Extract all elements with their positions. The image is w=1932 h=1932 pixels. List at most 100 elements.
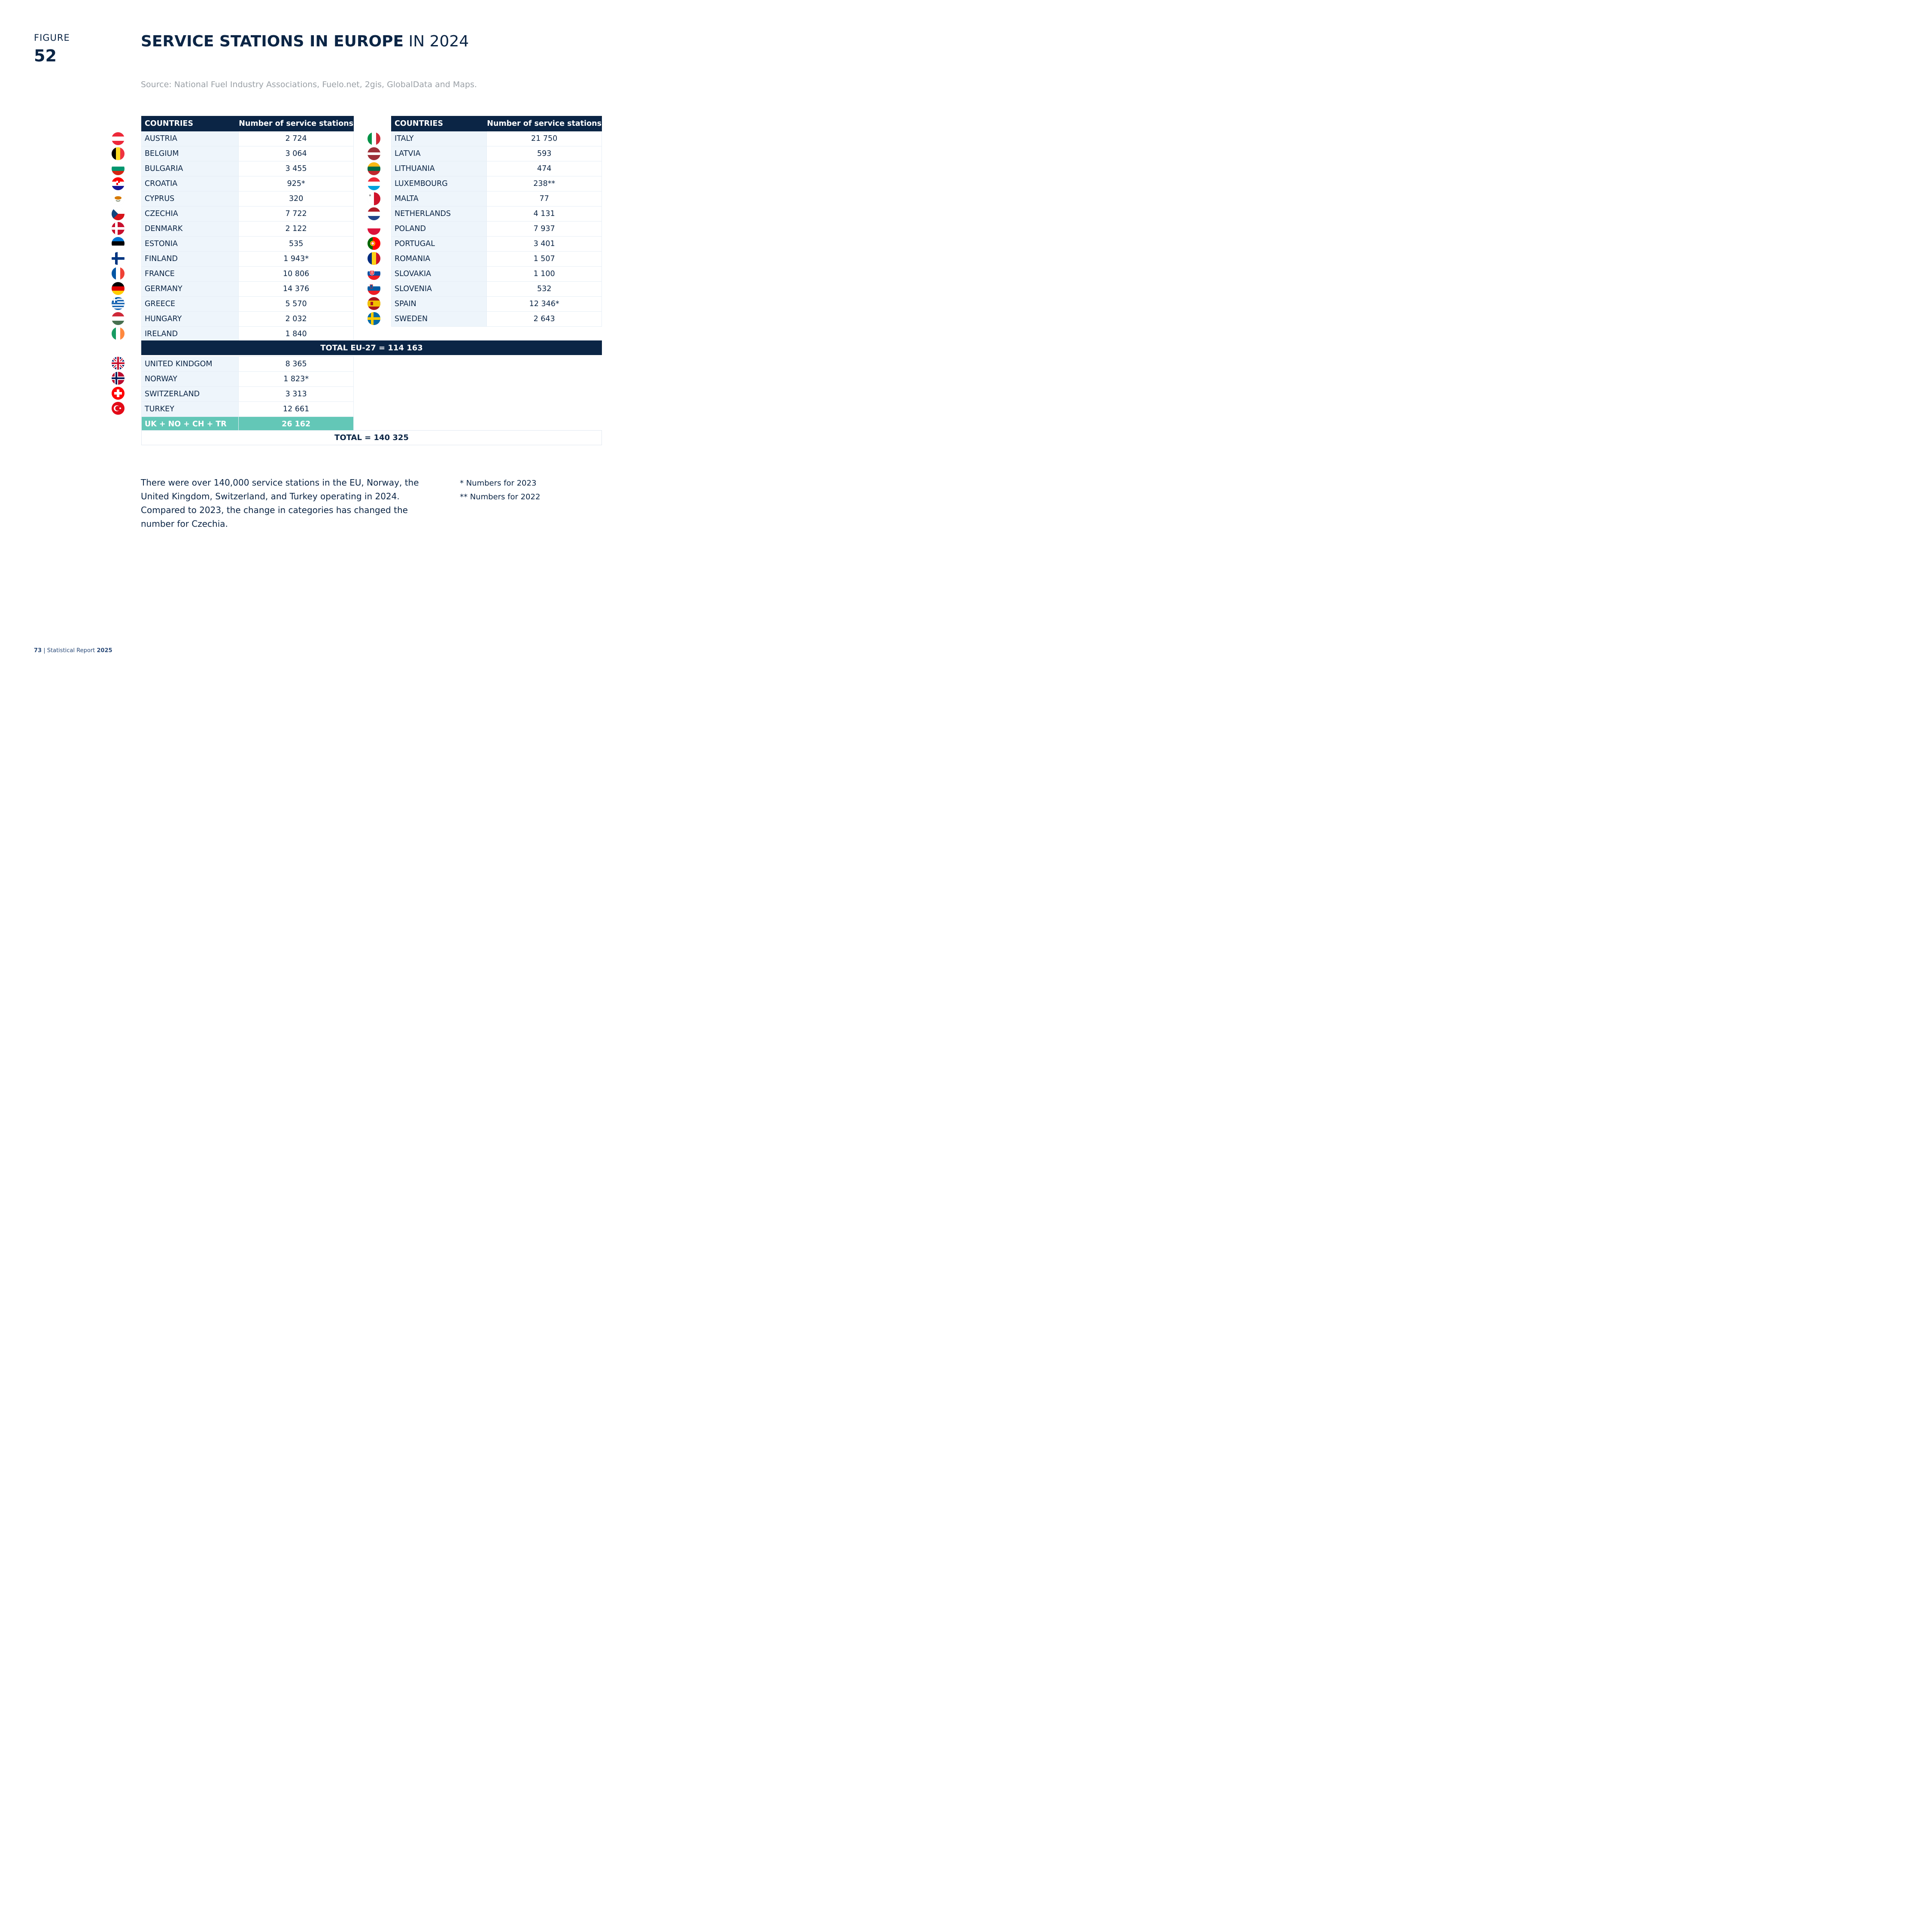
station-count: 2 643 [486,311,602,327]
bulgaria-flag-icon [112,162,125,175]
figure-number: 52 [34,46,57,65]
table-row: SWITZERLAND 3 313 [141,386,354,402]
country-name: SPAIN [391,296,487,312]
country-name: FINLAND [141,251,239,267]
source-note: Source: National Fuel Industry Associati… [141,80,477,89]
left-header-stations: Number of service stations [238,116,354,131]
station-count: 21 750 [486,131,602,146]
italy-flag-icon [368,132,380,145]
country-name: SLOVENIA [391,281,487,297]
left-header-countries: COUNTRIES [141,116,239,131]
page-title: SERVICE STATIONS IN EUROPE IN 2024 [141,33,469,50]
table-row: GERMANY 14 376 [141,281,354,297]
station-count: 1 840 [238,326,354,342]
table-row: NORWAY 1 823* [141,371,354,387]
country-name: GERMANY [141,281,239,297]
station-count: 2 032 [238,311,354,327]
country-name: LITHUANIA [391,161,487,176]
station-count: 7 722 [238,206,354,222]
station-count: 10 806 [238,266,354,282]
title-bold: SERVICE STATIONS IN EUROPE [141,33,404,50]
non-eu-table-body: UNITED KINDGOM 8 365 NORWAY 1 823* SWITZERLA… [141,356,354,417]
malta-flag-icon [368,192,380,205]
country-name: ESTONIA [141,236,239,252]
portugal-flag-icon [368,237,380,250]
station-count: 474 [486,161,602,176]
greece-flag-icon [112,297,125,310]
table-row: AUSTRIA 2 724 [141,131,354,146]
country-name: UNITED KINDGOM [141,356,239,372]
poland-flag-icon [368,222,380,235]
luxembourg-flag-icon [368,177,380,190]
non-eu-subtotal-value: 26 162 [238,416,354,432]
station-count: 4 131 [486,206,602,222]
estonia-flag-icon [112,237,125,250]
table-row: ROMANIA 1 507 [391,251,602,267]
station-count: 5 570 [238,296,354,312]
footnotes: * Numbers for 2023 ** Numbers for 2022 [460,477,540,504]
summary-paragraph: There were over 140,000 service stations… [141,477,419,529]
country-name: ROMANIA [391,251,487,267]
table-row: TURKEY 12 661 [141,401,354,417]
table-row: CYPRUS 320 [141,191,354,207]
table-row: HUNGARY 2 032 [141,311,354,327]
non-eu-subtotal-row: UK + NO + CH + TR 26 162 [141,416,354,432]
country-name: AUSTRIA [141,131,239,146]
united-kingdom-flag-icon [112,357,125,370]
country-name: ITALY [391,131,487,146]
spain-flag-icon [368,297,380,310]
page-footer: 73 | Statistical Report 2025 [34,647,112,654]
table-row: SLOVENIA 532 [391,281,602,297]
station-count: 593 [486,146,602,161]
non-eu-subtotal-label: UK + NO + CH + TR [141,416,239,432]
country-name: CZECHIA [141,206,239,222]
cyprus-flag-icon [112,192,125,205]
lithuania-flag-icon [368,162,380,175]
left-table-body: AUSTRIA 2 724 BELGIUM 3 064 BULGARIA 3 455 CRO… [141,131,354,342]
table-row: FRANCE 10 806 [141,266,354,282]
switzerland-flag-icon [112,386,125,400]
right-header-countries: COUNTRIES [391,116,487,131]
country-name: SLOVAKIA [391,266,487,282]
total-eu-bar: TOTAL EU-27 = 114 163 [141,340,602,355]
footer-separator: | [43,647,46,654]
table-row: PORTUGAL 3 401 [391,236,602,252]
table-row: GREECE 5 570 [141,296,354,312]
station-count: 2 122 [238,221,354,237]
station-count: 1 943* [238,251,354,267]
station-count: 925* [238,176,354,191]
germany-flag-icon [112,282,125,295]
czechia-flag-icon [112,207,125,220]
country-name: CROATIA [141,176,239,191]
country-name: SWEDEN [391,311,487,327]
country-name: TURKEY [141,401,239,417]
footnote-2022: ** Numbers for 2022 [460,492,541,501]
table-row: MALTA 77 [391,191,602,207]
table-row: BULGARIA 3 455 [141,161,354,176]
table-row: BELGIUM 3 064 [141,146,354,161]
country-name: MALTA [391,191,487,207]
table-row: NETHERLANDS 4 131 [391,206,602,222]
station-count: 3 064 [238,146,354,161]
table-row: FINLAND 1 943* [141,251,354,267]
station-count: 1 823* [238,371,354,387]
austria-flag-icon [112,132,125,145]
station-count: 320 [238,191,354,207]
station-count: 532 [486,281,602,297]
table-row: SPAIN 12 346* [391,296,602,312]
right-header-stations: Number of service stations [486,116,602,131]
total-all-bar: TOTAL = 140 325 [141,430,602,445]
country-name: NETHERLANDS [391,206,487,222]
norway-flag-icon [112,371,125,385]
sweden-flag-icon [368,312,380,325]
station-count: 77 [486,191,602,207]
romania-flag-icon [368,252,380,265]
right-table-body: ITALY 21 750 LATVIA 593 LITHUANIA 474 LUXEMBOU… [391,131,602,327]
station-count: 3 455 [238,161,354,176]
country-name: PORTUGAL [391,236,487,252]
right-table: COUNTRIES Number of service stations ITA… [391,116,602,327]
table-row: SLOVAKIA 1 100 [391,266,602,282]
footer-year: 2025 [97,647,112,654]
croatia-flag-icon [112,177,125,190]
station-count: 1 507 [486,251,602,267]
